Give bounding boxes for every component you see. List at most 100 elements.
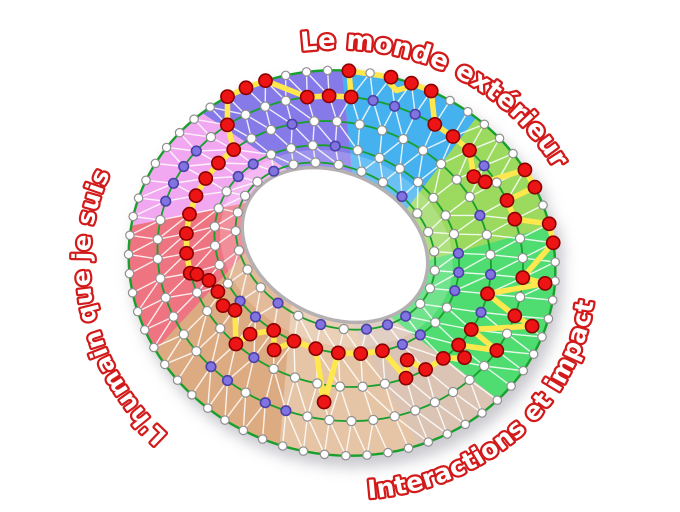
level-node-white[interactable]	[205, 131, 217, 143]
level-node-white[interactable]	[492, 395, 503, 405]
level-node-white[interactable]	[464, 191, 475, 203]
level-node-white[interactable]	[238, 425, 249, 436]
level-node-white[interactable]	[307, 140, 318, 151]
marker-node-purple[interactable]	[396, 338, 409, 351]
level-node-white[interactable]	[128, 211, 138, 222]
level-node-white[interactable]	[481, 229, 492, 240]
level-node-white[interactable]	[280, 95, 291, 106]
level-node-white[interactable]	[491, 177, 502, 188]
level-node-white[interactable]	[240, 387, 251, 398]
level-node-white[interactable]	[376, 125, 388, 136]
level-node-white[interactable]	[123, 249, 134, 260]
level-node-white[interactable]	[518, 365, 528, 376]
marker-node-purple[interactable]	[329, 140, 341, 152]
level-node-white[interactable]	[246, 133, 257, 144]
path-node-red[interactable]	[462, 142, 477, 158]
path-node-red[interactable]	[445, 129, 461, 144]
path-node-red[interactable]	[507, 211, 523, 227]
level-node-white[interactable]	[547, 295, 558, 305]
level-node-white[interactable]	[464, 374, 475, 386]
level-node-white[interactable]	[288, 159, 299, 170]
level-node-white[interactable]	[203, 403, 213, 413]
path-node-red[interactable]	[189, 266, 205, 282]
level-node-white[interactable]	[383, 447, 393, 458]
path-node-red[interactable]	[545, 235, 561, 251]
level-node-white[interactable]	[352, 145, 363, 156]
level-node-white[interactable]	[394, 163, 405, 174]
level-node-white[interactable]	[312, 378, 323, 389]
path-node-red[interactable]	[477, 174, 493, 190]
level-node-white[interactable]	[155, 273, 166, 284]
level-node-white[interactable]	[460, 419, 471, 430]
level-node-white[interactable]	[149, 342, 159, 353]
path-node-red[interactable]	[537, 275, 553, 291]
path-node-red[interactable]	[463, 322, 479, 337]
level-node-white[interactable]	[191, 346, 202, 357]
level-node-white[interactable]	[150, 158, 161, 169]
level-node-white[interactable]	[201, 305, 213, 317]
marker-node-purple[interactable]	[286, 118, 298, 130]
level-node-white[interactable]	[340, 450, 351, 461]
marker-node-purple[interactable]	[409, 108, 421, 120]
level-node-white[interactable]	[124, 268, 135, 279]
path-node-red[interactable]	[427, 117, 443, 132]
level-node-white[interactable]	[213, 203, 224, 214]
marker-node-purple[interactable]	[478, 160, 490, 172]
level-node-white[interactable]	[423, 226, 434, 238]
level-node-white[interactable]	[161, 142, 172, 153]
marker-node-purple[interactable]	[272, 297, 284, 309]
path-node-red[interactable]	[182, 206, 197, 222]
level-node-white[interactable]	[377, 177, 389, 188]
level-node-white[interactable]	[398, 133, 409, 145]
marker-node-purple[interactable]	[474, 209, 486, 221]
path-node-red[interactable]	[418, 362, 433, 377]
level-node-white[interactable]	[280, 70, 291, 81]
level-node-white[interactable]	[528, 349, 539, 359]
level-node-white[interactable]	[410, 405, 421, 416]
level-node-white[interactable]	[442, 429, 453, 439]
marker-node-purple[interactable]	[449, 285, 461, 297]
path-node-red[interactable]	[374, 343, 390, 359]
level-node-white[interactable]	[209, 221, 220, 232]
level-node-white[interactable]	[354, 119, 365, 130]
level-node-white[interactable]	[239, 190, 251, 201]
path-node-red[interactable]	[215, 298, 231, 313]
level-node-white[interactable]	[412, 208, 423, 219]
level-node-white[interactable]	[430, 317, 441, 328]
level-node-white[interactable]	[265, 124, 277, 136]
marker-node-purple[interactable]	[475, 306, 487, 318]
path-node-red[interactable]	[517, 162, 533, 178]
marker-node-purple[interactable]	[315, 318, 327, 331]
level-node-white[interactable]	[543, 313, 554, 324]
level-node-white[interactable]	[301, 67, 312, 77]
path-node-red[interactable]	[308, 341, 324, 357]
path-node-red[interactable]	[341, 63, 357, 79]
path-node-red[interactable]	[515, 270, 531, 286]
level-node-white[interactable]	[240, 109, 251, 120]
path-node-red[interactable]	[179, 245, 194, 261]
level-node-white[interactable]	[334, 381, 346, 392]
level-node-white[interactable]	[440, 210, 451, 221]
level-node-white[interactable]	[333, 159, 344, 170]
level-node-white[interactable]	[508, 148, 518, 159]
level-node-white[interactable]	[429, 397, 441, 408]
level-node-white[interactable]	[160, 359, 170, 370]
level-node-white[interactable]	[514, 233, 526, 244]
path-node-red[interactable]	[219, 117, 235, 133]
level-node-white[interactable]	[214, 323, 226, 334]
level-node-white[interactable]	[379, 378, 391, 389]
level-node-white[interactable]	[435, 158, 447, 170]
level-node-white[interactable]	[429, 265, 440, 276]
path-node-red[interactable]	[299, 89, 315, 105]
level-node-white[interactable]	[168, 311, 179, 322]
path-node-red[interactable]	[178, 226, 194, 241]
level-node-white[interactable]	[423, 437, 434, 447]
level-node-white[interactable]	[265, 149, 277, 160]
marker-node-purple[interactable]	[167, 177, 180, 189]
path-node-red[interactable]	[343, 89, 359, 105]
level-node-white[interactable]	[191, 287, 203, 298]
level-node-white[interactable]	[277, 441, 288, 451]
level-node-white[interactable]	[127, 287, 138, 298]
level-node-white[interactable]	[451, 174, 462, 185]
level-node-white[interactable]	[252, 176, 263, 187]
